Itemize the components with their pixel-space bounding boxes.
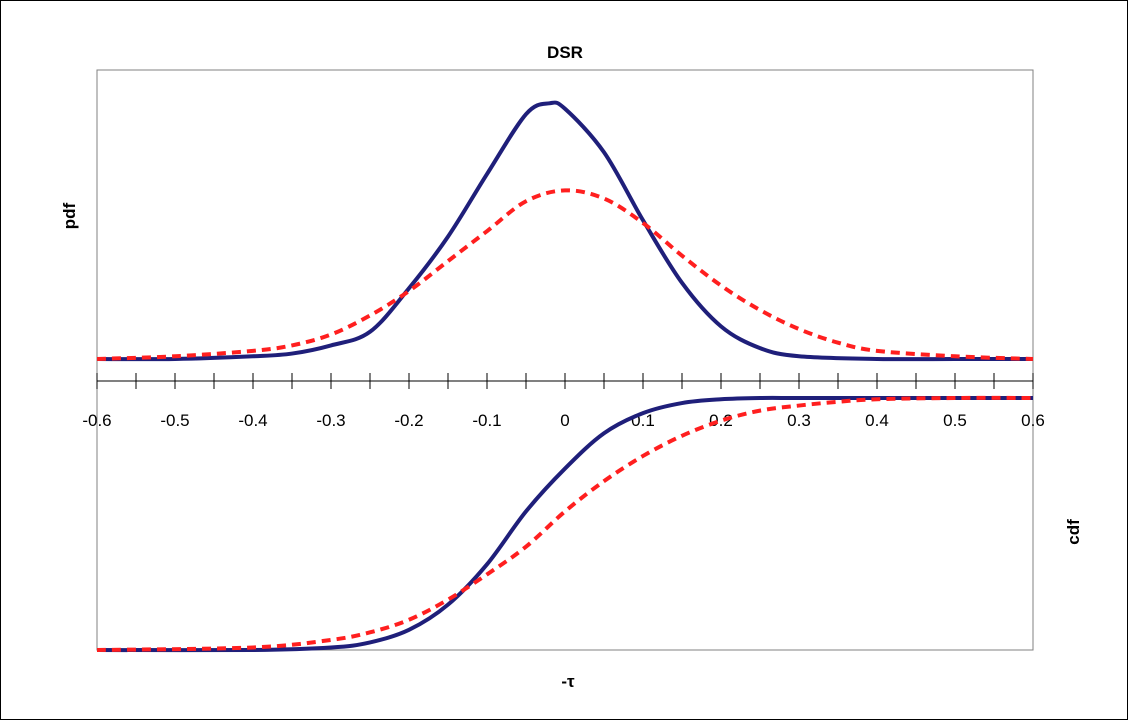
x-tick-label: 0.6 — [1021, 411, 1045, 430]
x-tick-label: 0.2 — [709, 411, 733, 430]
x-ticks — [96, 373, 1034, 389]
x-tick-label: 0.4 — [865, 411, 889, 430]
chart-title: DSR — [547, 43, 583, 62]
x-tick-label: -0.3 — [316, 411, 345, 430]
x-tick-label: -0.2 — [394, 411, 423, 430]
pdf-series-solid-line — [96, 100, 1033, 362]
x-tick-labels: -0.6 -0.5 -0.4 -0.3 -0.2 -0.1 0 0.1 0.2 0.3 0.4 0.5… — [82, 411, 1044, 430]
x-tick-label: -0.4 — [238, 411, 267, 430]
cdf-series-group — [96, 395, 1034, 653]
pdf-series-dashed-line — [96, 188, 1034, 361]
x-tick-label: -0.1 — [472, 411, 501, 430]
x-axis-label: -τ — [561, 672, 575, 691]
y-axis-label-cdf: cdf — [1064, 519, 1083, 545]
x-tick-label: 0.5 — [943, 411, 967, 430]
y-axis-label-pdf: pdf — [60, 202, 79, 229]
pdf-series-group — [96, 100, 1034, 362]
x-tick-label: -0.6 — [82, 411, 111, 430]
x-tick-label: 0.3 — [787, 411, 811, 430]
x-tick-label: -0.5 — [160, 411, 189, 430]
x-tick-label: 0 — [560, 411, 569, 430]
cdf-series-solid-line — [96, 395, 1033, 653]
cdf-series-dashed-line — [96, 395, 1034, 652]
